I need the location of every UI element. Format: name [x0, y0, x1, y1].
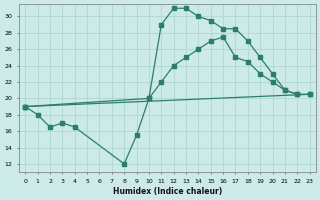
- X-axis label: Humidex (Indice chaleur): Humidex (Indice chaleur): [113, 187, 222, 196]
